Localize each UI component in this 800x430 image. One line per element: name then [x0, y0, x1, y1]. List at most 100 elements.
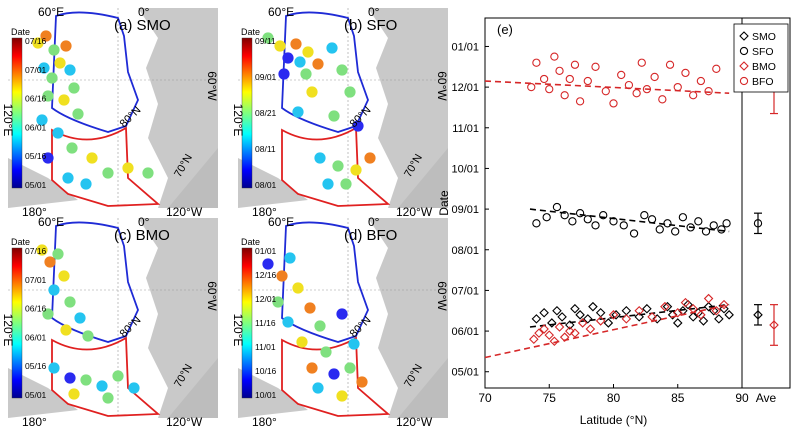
- colorbar-title: Date: [241, 27, 260, 37]
- legend-box: [733, 23, 789, 93]
- station-dot: [306, 362, 318, 374]
- station-dot: [48, 284, 60, 296]
- data-point-smo: [652, 314, 662, 324]
- siberia-landmass: [238, 158, 308, 208]
- colorbar: [11, 37, 23, 189]
- lon-label-120w: 120°W: [166, 415, 203, 429]
- station-dot: [62, 172, 74, 184]
- station-dot: [276, 270, 288, 282]
- station-dot: [352, 120, 364, 132]
- station-dot: [322, 178, 334, 190]
- station-dot: [42, 308, 54, 320]
- colorbar-tick-label: 01/01: [255, 246, 277, 256]
- lon-label-60w: 60°W: [205, 281, 219, 311]
- station-dot: [40, 30, 52, 42]
- data-point-smo: [611, 310, 621, 320]
- legend: SMO SFO BMO BFO: [733, 23, 789, 93]
- station-dot: [340, 178, 352, 190]
- station-dot: [272, 296, 284, 308]
- data-point-bfo: [712, 64, 721, 73]
- lon-label-0: 0°: [368, 215, 380, 229]
- station-dot: [344, 362, 356, 374]
- colorbar-tick-label: 10/16: [255, 366, 277, 376]
- colorbar-tick-label: 05/01: [25, 390, 47, 400]
- data-point-bfo: [673, 82, 682, 92]
- y-tick-label: 09/01: [451, 204, 479, 216]
- data-point-smo: [570, 303, 580, 314]
- station-dot: [64, 64, 76, 76]
- data-point-bfo: [560, 91, 569, 100]
- data-point-bfo: [550, 52, 559, 61]
- legend-marker: [739, 76, 749, 86]
- station-dot: [68, 82, 80, 94]
- y-axis-label: Date: [437, 190, 451, 216]
- data-point-bmo: [549, 336, 560, 347]
- station-dot: [328, 110, 340, 122]
- greenland-landmass: [368, 8, 448, 208]
- lon-label-180: 180°: [252, 205, 277, 219]
- data-point-bfo: [532, 58, 541, 67]
- data-point-sfo: [619, 221, 628, 230]
- y-tick-label: 05/01: [451, 367, 479, 379]
- y-tick-label: 12/01: [451, 82, 479, 94]
- station-dot: [80, 374, 92, 386]
- data-point-bfo: [555, 66, 564, 76]
- station-dot: [42, 152, 54, 164]
- data-point-smo: [683, 299, 693, 310]
- data-point-bfo: [681, 68, 690, 78]
- data-point-smo: [703, 301, 714, 312]
- colorbar-tick-label: 10/01: [255, 390, 277, 400]
- station-dot: [60, 40, 72, 52]
- data-point-bfo: [704, 87, 713, 96]
- data-point-bmo: [719, 299, 729, 310]
- y-tick-label: 07/01: [451, 285, 479, 297]
- canada-landmass: [168, 148, 218, 208]
- data-point-smo: [547, 318, 557, 328]
- lon-label-180: 180°: [252, 415, 277, 429]
- data-point-smo: [667, 310, 678, 320]
- station-dot: [66, 142, 78, 154]
- data-point-sfo: [599, 211, 608, 220]
- station-dot: [112, 370, 124, 382]
- station-dot: [328, 368, 340, 380]
- data-point-smo: [719, 303, 729, 314]
- series-bmo: [484, 293, 730, 359]
- data-point-sfo: [663, 219, 672, 228]
- average-marker: [769, 320, 779, 330]
- station-dot: [82, 330, 94, 342]
- lon-label-0: 0°: [138, 215, 150, 229]
- station-dot: [312, 58, 324, 70]
- data-point-bmo: [585, 324, 596, 334]
- data-point-bmo: [595, 316, 606, 326]
- station-dot: [102, 167, 114, 179]
- station-dot: [356, 376, 368, 388]
- greenland-landmass: [138, 218, 218, 418]
- station-dot: [64, 372, 76, 384]
- data-point-bfo: [650, 72, 659, 82]
- colorbar-tick-label: 07/01: [25, 65, 47, 75]
- data-point-bfo: [583, 76, 592, 86]
- station-dot: [52, 127, 64, 139]
- colorbar-tick-label: 06/16: [25, 304, 47, 314]
- colorbar-tick-label: 12/16: [255, 270, 277, 280]
- data-point-sfo: [647, 215, 657, 224]
- station-dot: [36, 114, 48, 126]
- canada-landmass: [398, 358, 448, 418]
- data-point-bmo: [544, 330, 555, 340]
- station-dot: [74, 312, 86, 324]
- station-dot: [336, 308, 348, 320]
- colorbar-tick-label: 06/01: [25, 332, 47, 342]
- station-dot: [48, 44, 60, 56]
- lon-label-120w: 120°W: [396, 205, 433, 219]
- data-point-smo: [583, 314, 593, 324]
- station-dot: [314, 320, 326, 332]
- lon-label-60e: 60°E: [268, 215, 294, 229]
- scatter-chart-e: 70 75 80 85 90 Ave Latitude (°N) 05/01 06/01 07/0…: [437, 17, 791, 427]
- data-point-sfo: [542, 213, 551, 222]
- data-point-bmo: [647, 312, 657, 322]
- data-point-bmo: [534, 328, 544, 338]
- colorbar-tick-label: 07/16: [25, 36, 47, 46]
